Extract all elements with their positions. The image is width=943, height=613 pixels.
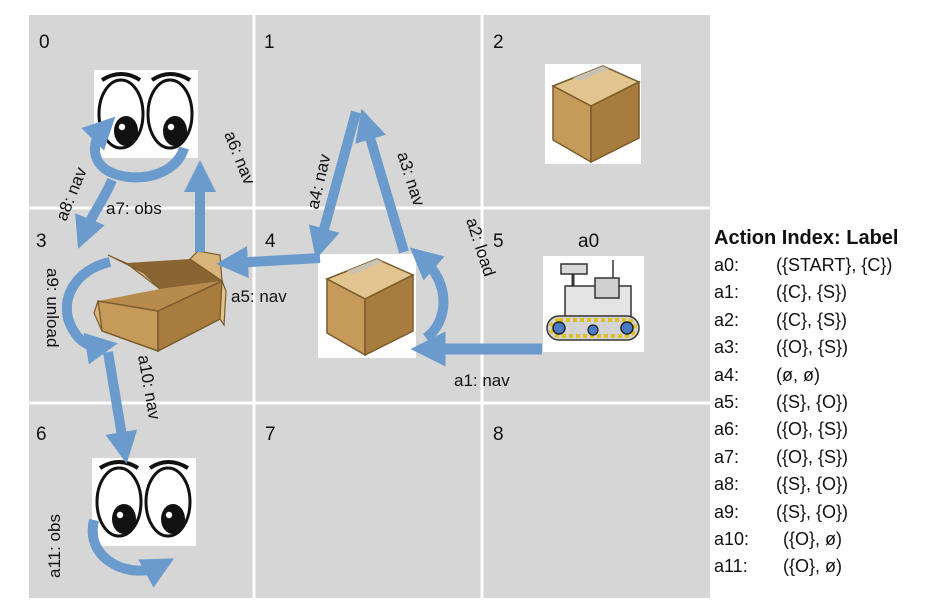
legend-index: a3: [714, 337, 740, 358]
grid-cell-7 [254, 403, 482, 598]
closed-box-icon [545, 64, 641, 164]
action-label-a5: a5: nav [231, 287, 287, 306]
legend-row: a1: ({C}, {S}) [714, 279, 943, 306]
cell-index-2: 2 [493, 32, 504, 53]
legend-label: ({O}, {S}) [776, 419, 849, 440]
arrow-a11 [87, 518, 175, 588]
arrow-a10 [103, 351, 138, 464]
legend-label: ({C}, {S}) [776, 282, 848, 303]
legend-row: a11: ({O}, ø) [714, 553, 943, 580]
legend-index: a10: [714, 528, 750, 549]
legend-index: a8: [714, 474, 740, 495]
legend-row: a9: ({S}, {O}) [714, 499, 943, 526]
legend-label: ({O}, ø) [783, 556, 843, 577]
action-label-a7: a7: obs [106, 199, 162, 218]
cell-index-5: 5 [493, 231, 504, 252]
legend-index: a1: [714, 282, 740, 303]
grid-cell-8 [482, 403, 710, 598]
arrow-a5 [216, 246, 321, 279]
arrow-a8 [75, 178, 117, 249]
cell-index-3: 3 [36, 231, 47, 252]
legend-label: ({START}, {C}) [776, 255, 893, 275]
legend-index: a9: [714, 501, 740, 522]
legend-row: a2: ({C}, {S}) [714, 307, 943, 334]
legend-index: a11: [714, 556, 748, 577]
legend-label: ({O}, {S}) [776, 446, 849, 467]
eyes-icon [90, 456, 198, 548]
robot-icon [543, 256, 644, 352]
legend-index: a2: [714, 309, 740, 330]
action-label-a1: a1: nav [454, 371, 510, 390]
cell-index-7: 7 [265, 424, 276, 445]
legend-label: ({O}, {S}) [776, 337, 849, 358]
legend-label: ({S}, {O}) [776, 391, 849, 412]
legend-row: a0: ({START}, {C}) [714, 252, 943, 279]
legend-label: ({O}, ø) [783, 528, 843, 549]
cell-index-6: 6 [36, 424, 47, 445]
legend-label: (ø, ø) [776, 364, 820, 385]
legend-row: a8: ({S}, {O}) [714, 471, 943, 498]
cell-index-0: 0 [39, 32, 50, 53]
action-label-a11: a11: obs [45, 514, 64, 578]
action-legend: Action Index: Label a0: ({START}, {C}) a1… [714, 224, 943, 581]
cell-index-1: 1 [264, 32, 275, 53]
legend-row: a5: ({S}, {O}) [714, 389, 943, 416]
arrow-a9 [61, 257, 118, 365]
legend-index: a5: [714, 391, 740, 412]
eyes-icon [92, 68, 200, 160]
legend-index: a7: [714, 446, 740, 467]
legend-label: ({S}, {O}) [776, 501, 849, 522]
arrow-a4 [308, 110, 361, 260]
legend-row: a10: ({O}, ø) [714, 526, 943, 553]
legend-label: ({C}, {S}) [776, 309, 848, 330]
closed-box-icon [318, 254, 416, 358]
legend-index: a0: [714, 255, 740, 275]
grid-cell-1 [254, 15, 482, 208]
legend-row: a3: ({O}, {S}) [714, 334, 943, 361]
legend-row: a6: ({O}, {S}) [714, 416, 943, 443]
action-arrows [61, 108, 542, 588]
legend-row: a4: (ø, ø) [714, 362, 943, 389]
arrow-a3 [355, 108, 409, 254]
legend-title: Action Index: Label [714, 227, 899, 249]
legend-label: ({S}, {O}) [776, 474, 849, 495]
arrow-a2 [409, 247, 449, 343]
legend-index: a4: [714, 364, 740, 385]
robot-label: a0 [578, 231, 599, 252]
arrow-a7 [81, 116, 189, 183]
open-box-icon [93, 250, 227, 353]
cell-index-4: 4 [265, 231, 276, 252]
action-label-a9: a9: unload [43, 268, 62, 347]
cell-index-8: 8 [493, 424, 504, 445]
legend-row: a7: ({O}, {S}) [714, 444, 943, 471]
legend-index: a6: [714, 419, 740, 440]
